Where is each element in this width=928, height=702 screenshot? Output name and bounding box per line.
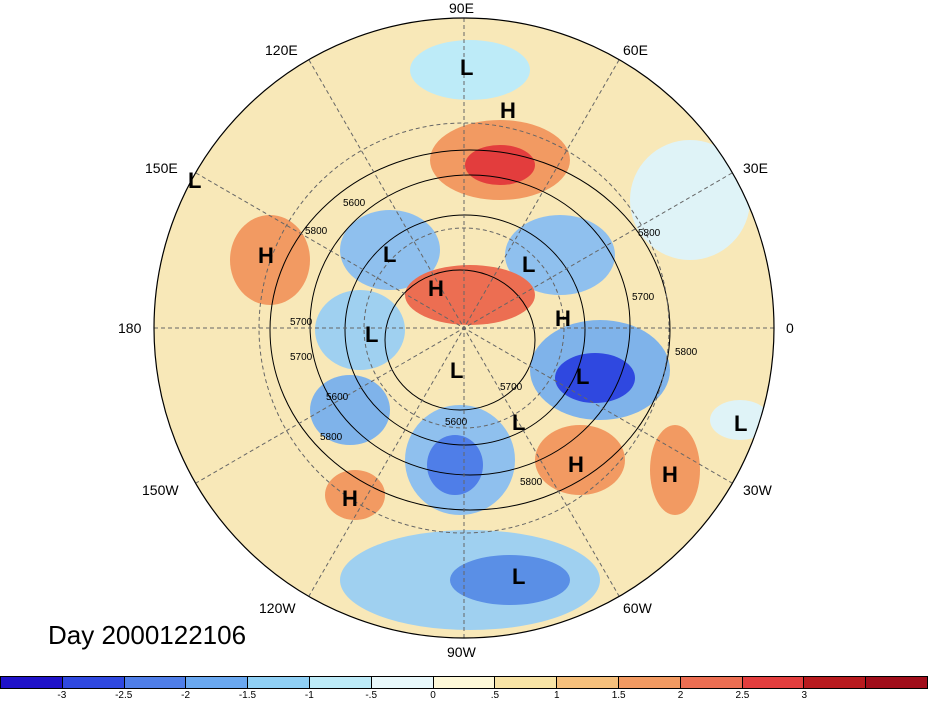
contour-label: 5800 xyxy=(638,228,661,239)
colorbar-tick-label: -1 xyxy=(304,690,314,701)
colorbar-tick-label: -.5 xyxy=(365,690,378,701)
pressure-center: H xyxy=(662,462,678,487)
colorbar-tick-label: 0 xyxy=(430,690,436,701)
lon-label-30e: 30E xyxy=(743,160,768,176)
lon-label-150w: 150W xyxy=(142,482,179,498)
lon-label-90e: 90E xyxy=(449,0,474,16)
pressure-center: L xyxy=(512,564,525,589)
pressure-center: L xyxy=(734,411,747,436)
lon-label-180: 180 xyxy=(118,320,142,336)
pressure-center: L xyxy=(450,358,463,383)
colorbar-tick-label: 2 xyxy=(677,690,684,701)
colorbar-tick-label: -3 xyxy=(57,690,67,701)
pressure-center: L xyxy=(188,168,201,193)
contour-label: 5700 xyxy=(290,352,313,363)
colorbar-swatch xyxy=(495,677,558,688)
colorbar-swatch xyxy=(309,677,372,688)
pressure-center: L xyxy=(460,55,473,80)
pressure-center: L xyxy=(383,242,396,267)
colorbar-swatch xyxy=(866,677,927,688)
colorbar-swatch xyxy=(186,677,249,688)
colorbar-tick-label: 3 xyxy=(801,690,808,701)
pressure-center: H xyxy=(342,486,358,511)
colorbar-swatch xyxy=(680,677,743,688)
pressure-center: L xyxy=(365,322,378,347)
colorbar-tick-label: 2.5 xyxy=(735,690,750,701)
contour-label: 5700 xyxy=(632,292,655,303)
graticule xyxy=(154,18,774,638)
colorbar-swatch xyxy=(62,677,125,688)
day-label: Day 2000122106 xyxy=(48,620,247,650)
contour-label: 5600 xyxy=(326,392,349,403)
lon-label-0: 0 xyxy=(786,320,794,336)
contour-label: 5700 xyxy=(500,382,523,393)
colorbar-tick-label: -1.5 xyxy=(238,690,257,701)
lon-label-150e: 150E xyxy=(145,160,178,176)
pressure-center: L xyxy=(512,410,525,435)
colorbar-swatch xyxy=(1,677,63,688)
lon-label-90w: 90W xyxy=(447,644,476,660)
contour-label: 5600 xyxy=(445,417,468,428)
contour-label: 5800 xyxy=(520,477,543,488)
contour-label: 5800 xyxy=(675,347,698,358)
colorbar-tick-label: 1.5 xyxy=(611,690,626,701)
colorbar-swatch xyxy=(433,677,496,688)
pressure-center: L xyxy=(522,252,535,277)
colorbar xyxy=(0,676,928,689)
pressure-center: H xyxy=(568,452,584,477)
contour-label: 5800 xyxy=(320,432,343,443)
contour-label: 5700 xyxy=(290,317,313,328)
pressure-center: H xyxy=(555,306,571,331)
contour-label: 5800 xyxy=(305,226,328,237)
colorbar-swatch xyxy=(618,677,681,688)
colorbar-swatch xyxy=(248,677,310,688)
pressure-center: H xyxy=(428,276,444,301)
colorbar-swatch xyxy=(557,677,619,688)
lon-label-30w: 30W xyxy=(743,482,772,498)
lon-label-60w: 60W xyxy=(623,600,652,616)
pressure-center: H xyxy=(500,98,516,123)
map-boundary xyxy=(153,17,775,639)
lon-label-60e: 60E xyxy=(623,42,648,58)
pressure-center: L xyxy=(576,364,589,389)
pressure-centers: L H L H L L H H L L L L H H H L L xyxy=(188,55,747,589)
lon-label-120e: 120E xyxy=(265,42,298,58)
colorbar-tick-label: -2.5 xyxy=(115,690,133,701)
colorbar-tick-label: .5 xyxy=(490,690,500,701)
colorbar-swatch xyxy=(742,677,805,688)
colorbar-tick-label: 1 xyxy=(554,690,560,701)
contour-label: 5600 xyxy=(343,198,366,209)
polar-map: 5600 5700 5800 5700 5700 5800 5600 5800 … xyxy=(153,17,775,639)
colorbar-swatch xyxy=(124,677,187,688)
colorbar-ticks: -3 -2.5 -2 -1.5 -1 -.5 0 .5 1 1.5 2 2.5 3 xyxy=(0,690,928,702)
height-contours xyxy=(269,149,671,511)
lon-label-120w: 120W xyxy=(259,600,296,616)
colorbar-tick-label: -2 xyxy=(181,690,191,701)
contour-labels: 5600 5700 5800 5700 5700 5800 5600 5800 … xyxy=(290,198,698,488)
colorbar-swatch xyxy=(804,677,867,688)
pressure-center: H xyxy=(258,243,274,268)
colorbar-swatch xyxy=(371,677,434,688)
